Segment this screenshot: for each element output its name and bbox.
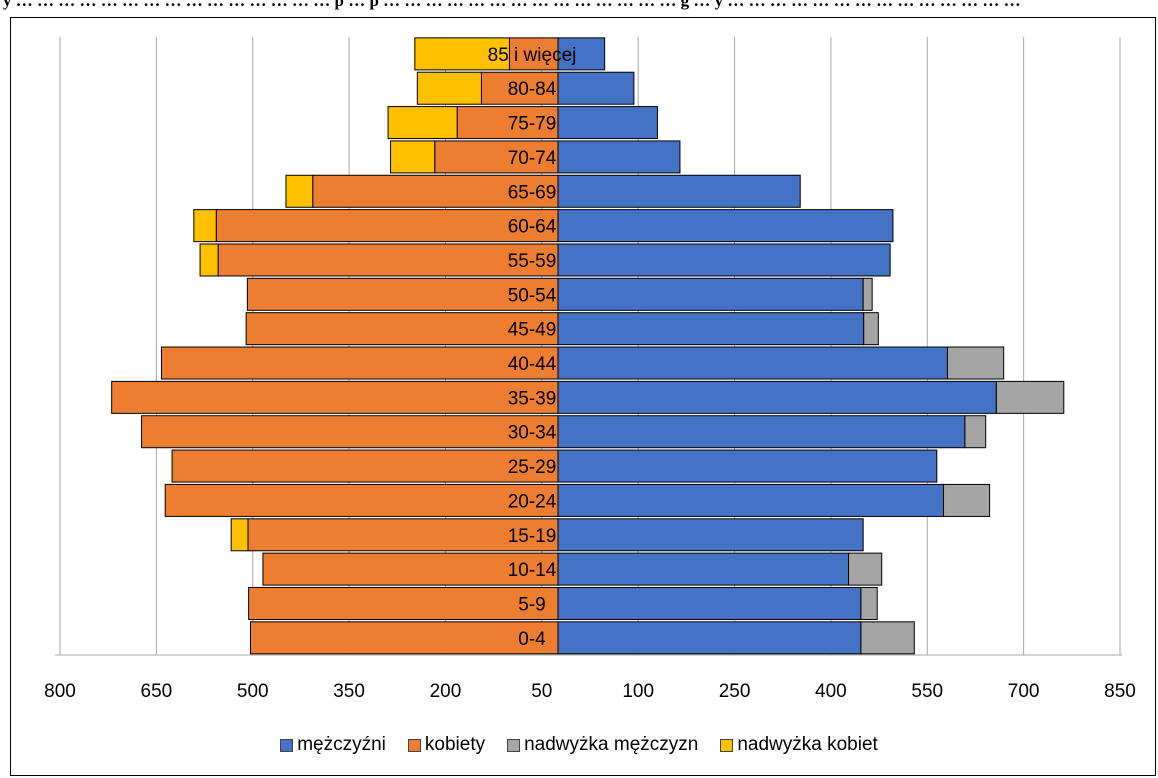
bar-surplus-men [862,277,873,311]
bar-women [164,483,559,517]
bar-men [557,277,864,311]
category-label: 40-44 [508,354,557,375]
bar-men [557,243,891,277]
category-label: 0-4 [518,629,546,650]
bar-surplus-men [863,312,879,346]
bar-women [141,415,559,449]
category-label: 65-69 [508,182,557,203]
bar-men [557,518,864,552]
legend-label-men: mężczyźni [297,734,386,755]
bar-surplus-men [848,552,883,586]
bar-surplus-men [943,483,991,517]
x-tick-label: 850 [1104,681,1136,702]
bar-men [557,140,681,174]
category-label: 45-49 [508,320,557,341]
bar-women [508,37,559,71]
bar-surplus-women [193,209,217,243]
bar-men [557,380,997,414]
page-title: y … … … … … … … … … … … … … … … p … p … … [3,0,1021,10]
bar-surplus-women [387,106,458,140]
bar-women [171,449,559,483]
bar-men [557,209,894,243]
category-label: 70-74 [508,148,557,169]
legend-swatch-men [280,738,294,752]
bar-surplus-men [964,415,987,449]
category-label: 85 i więcej [488,45,577,66]
bar-men [557,415,966,449]
bar-women [247,518,559,552]
category-label: 50-54 [508,285,557,306]
x-tick-label: 400 [815,681,847,702]
x-tick-label: 700 [1008,681,1040,702]
category-label: 75-79 [508,114,557,135]
bar-surplus-women [416,71,482,105]
legend-swatch-surplus-men [507,738,521,752]
bar-men [557,106,658,140]
bar-men [557,37,606,71]
bar-men [557,71,635,105]
x-tick-label: 800 [44,681,76,702]
category-label: 10-14 [508,560,557,581]
legend-label-surplus-men: nadwyżka mężczyzn [524,734,699,755]
legend-item-surplus-women: nadwyżka kobiet [720,734,878,756]
category-label: 25-29 [508,457,557,478]
x-tick-label: 100 [622,681,654,702]
chart-frame [10,17,1156,776]
bar-surplus-men [995,380,1065,414]
bar-surplus-men [946,346,1005,380]
legend-swatch-women [407,738,421,752]
bar-surplus-women [199,243,219,277]
bar-women [246,277,559,311]
category-label: 55-59 [508,251,557,272]
bar-surplus-women [390,140,436,174]
bar-men [557,312,865,346]
category-label: 5-9 [518,594,545,615]
bar-surplus-women [230,518,249,552]
category-label: 20-24 [508,491,557,512]
x-tick-label: 550 [911,681,943,702]
legend-swatch-surplus-women [720,738,734,752]
bar-men [557,174,801,208]
bar-women [434,140,559,174]
bar-men [557,346,948,380]
x-tick-label: 200 [430,681,462,702]
bar-women [249,621,559,655]
x-tick-label: 50 [531,681,552,702]
legend-item-women: kobiety [407,734,486,756]
bar-surplus-men [860,621,915,655]
x-tick-label: 250 [719,681,751,702]
legend-item-surplus-men: nadwyżka mężczyzn [507,734,698,756]
legend-label-surplus-women: nadwyżka kobiet [737,734,878,755]
category-label: 15-19 [508,526,557,547]
legend-item-men: mężczyźni [280,734,386,756]
bar-surplus-women [285,174,314,208]
category-label: 35-39 [508,388,557,409]
bar-women [312,174,559,208]
x-tick-label: 350 [333,681,365,702]
bar-women [217,243,559,277]
bar-women [160,346,559,380]
bar-women [480,71,559,105]
x-tick-label: 650 [141,681,173,702]
category-label: 60-64 [508,217,557,238]
bar-women [456,106,559,140]
legend: mężczyźni kobiety nadwyżka mężczyzn nadw… [0,734,1158,756]
category-label: 80-84 [508,79,557,100]
bar-women [111,380,559,414]
bar-women [215,209,559,243]
bar-men [557,449,938,483]
bar-men [557,621,862,655]
legend-label-women: kobiety [424,734,486,755]
category-label: 30-34 [508,423,557,444]
bar-women [245,312,559,346]
bar-surplus-women [414,37,510,71]
bar-men [557,552,850,586]
bar-men [557,586,862,620]
bar-women [248,586,559,620]
bar-men [557,483,945,517]
bar-surplus-men [860,586,878,620]
x-tick-label: 500 [237,681,269,702]
